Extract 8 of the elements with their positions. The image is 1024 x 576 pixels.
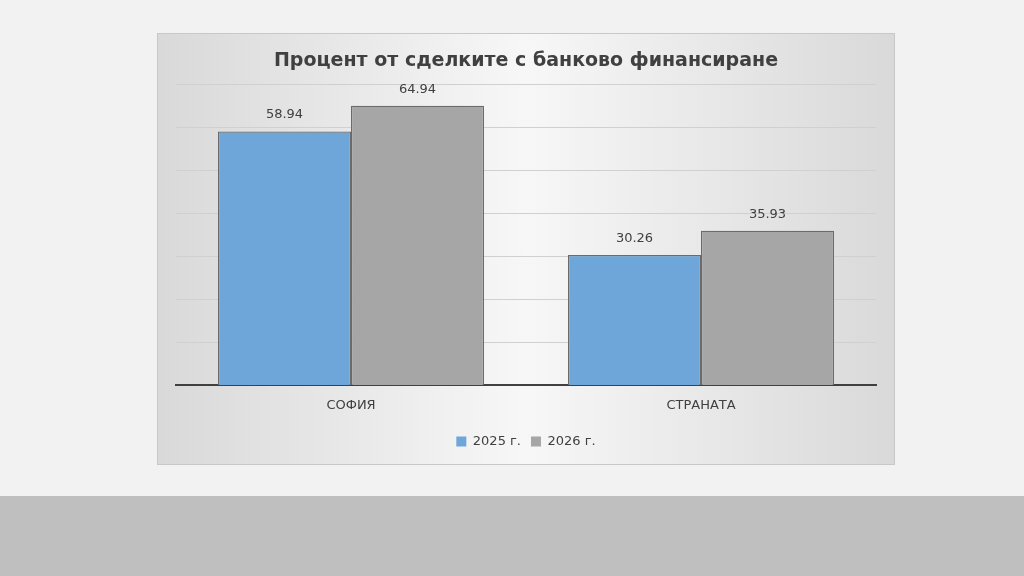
legend-label: 2025 г.: [472, 432, 522, 448]
chart-title: Процент от сделките с банково финансиране: [272, 48, 780, 70]
x-tick-label: СТРАНАТА: [666, 396, 736, 412]
legend-label: 2026 г.: [547, 432, 596, 448]
data-label: 35.93: [748, 205, 787, 221]
data-label: 58.94: [265, 106, 304, 122]
data-label: 30.26: [615, 229, 654, 245]
x-tick-label: СОФИЯ: [326, 396, 376, 412]
